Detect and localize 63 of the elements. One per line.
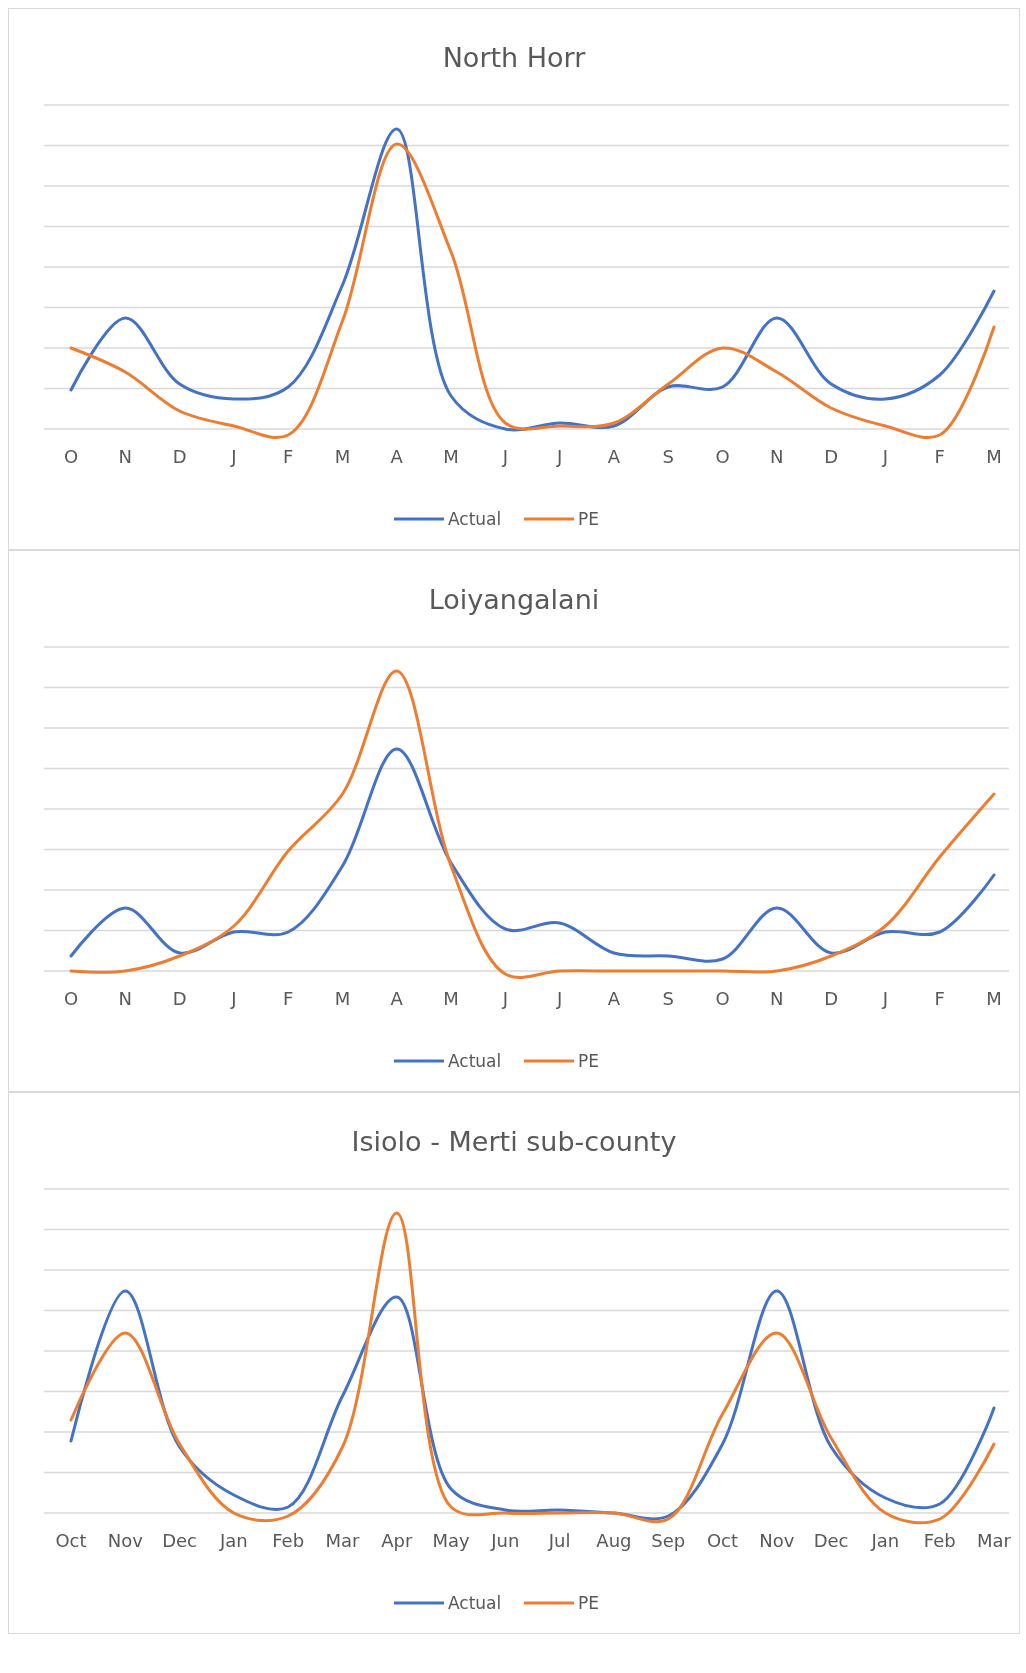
x-tick-label: O <box>63 446 79 467</box>
x-tick-label: J <box>555 988 563 1009</box>
x-tick-label: N <box>118 988 133 1009</box>
x-tick-label: M <box>986 446 1002 467</box>
x-tick-label: F <box>934 446 945 467</box>
x-tick-label: Feb <box>923 1530 956 1551</box>
x-tick-label: J <box>230 446 237 467</box>
x-tick-label: F <box>934 988 945 1009</box>
x-tick-label: Sep <box>651 1530 686 1551</box>
x-tick-label: M <box>443 988 459 1009</box>
x-tick-label: Oct <box>706 1530 739 1551</box>
x-tick-label: Apr <box>381 1530 413 1551</box>
chart-title: Isiolo - Merti sub-county <box>351 1126 677 1157</box>
x-tick-label: S <box>662 988 674 1009</box>
x-tick-label: A <box>390 988 404 1009</box>
x-tick-label: Oct <box>55 1530 87 1551</box>
x-tick-label: F <box>283 988 294 1009</box>
x-tick-label: N <box>118 446 133 467</box>
legend-label: PE <box>578 1051 599 1071</box>
x-tick-label: Nov <box>759 1530 795 1551</box>
x-tick-label: J <box>501 988 509 1009</box>
x-tick-label: J <box>501 446 509 467</box>
x-tick-label: O <box>715 446 730 467</box>
x-tick-label: Jan <box>870 1530 900 1551</box>
x-tick-label: Feb <box>272 1530 305 1551</box>
x-tick-label: May <box>432 1530 471 1551</box>
x-tick-label: D <box>172 446 187 467</box>
x-tick-label: Jun <box>490 1530 520 1551</box>
chart-title: Loiyangalani <box>428 584 600 615</box>
legend-label: PE <box>578 1593 599 1613</box>
x-tick-label: Nov <box>107 1530 144 1551</box>
x-tick-label: O <box>715 988 730 1009</box>
x-tick-label: Mar <box>325 1530 361 1551</box>
legend-label: PE <box>578 509 599 529</box>
x-tick-label: D <box>172 988 187 1009</box>
x-tick-label: S <box>662 446 674 467</box>
x-tick-label: D <box>824 988 839 1009</box>
x-tick-label: D <box>824 446 839 467</box>
legend-label: Actual <box>448 509 502 529</box>
x-tick-label: Aug <box>596 1530 632 1551</box>
legend-label: Actual <box>448 1593 502 1613</box>
x-tick-label: N <box>770 988 784 1009</box>
x-tick-label: J <box>881 446 889 467</box>
x-tick-label: J <box>230 988 237 1009</box>
chart-title: North Horr <box>442 42 587 73</box>
x-tick-label: N <box>770 446 784 467</box>
x-tick-label: J <box>555 446 563 467</box>
x-tick-label: Mar <box>977 1530 1012 1551</box>
x-tick-label: Dec <box>162 1530 198 1551</box>
x-tick-label: A <box>607 446 621 467</box>
x-tick-label: Jan <box>219 1530 248 1551</box>
x-tick-label: Dec <box>813 1530 849 1551</box>
x-tick-label: M <box>986 988 1002 1009</box>
x-tick-label: Jul <box>547 1530 571 1551</box>
x-tick-label: M <box>443 446 459 467</box>
x-tick-label: M <box>334 988 351 1009</box>
x-tick-label: O <box>63 988 79 1009</box>
x-tick-label: A <box>390 446 404 467</box>
x-tick-label: J <box>881 988 889 1009</box>
legend-label: Actual <box>448 1051 502 1071</box>
x-tick-label: F <box>283 446 294 467</box>
x-tick-label: A <box>607 988 621 1009</box>
x-tick-label: M <box>334 446 351 467</box>
